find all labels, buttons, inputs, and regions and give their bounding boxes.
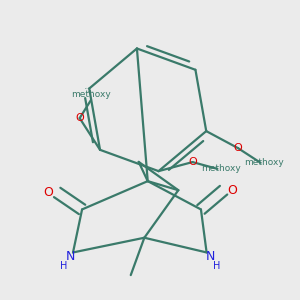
Text: N: N bbox=[66, 250, 75, 263]
Text: O: O bbox=[228, 184, 238, 197]
Text: O: O bbox=[75, 113, 84, 123]
Text: O: O bbox=[43, 186, 53, 199]
Text: methoxy: methoxy bbox=[201, 164, 241, 173]
Text: O: O bbox=[234, 143, 242, 153]
Text: methoxy: methoxy bbox=[85, 88, 91, 89]
Text: methoxy: methoxy bbox=[71, 90, 111, 99]
Text: N: N bbox=[205, 250, 215, 263]
Text: H: H bbox=[213, 261, 220, 271]
Text: methoxy: methoxy bbox=[244, 158, 284, 167]
Text: O: O bbox=[188, 157, 197, 167]
Text: H: H bbox=[60, 261, 68, 271]
Text: methoxy: methoxy bbox=[88, 90, 94, 92]
